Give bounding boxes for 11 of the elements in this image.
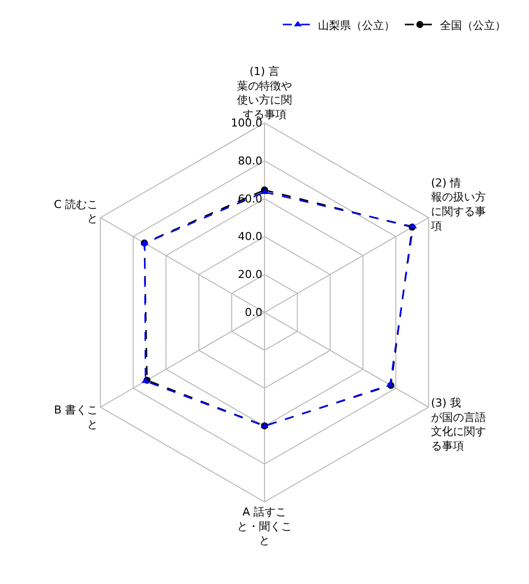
spoke-label: (2) 情報の扱い方に関する事項: [430, 176, 486, 232]
spoke-label: C 読むこと: [54, 198, 98, 226]
spoke-label: (3) 我が国の言語文化に関する事項: [430, 396, 486, 453]
y-tick-label: 0.0: [244, 306, 262, 319]
legend-label: 山梨県（公立）: [318, 18, 395, 32]
y-tick-label: 20.0: [238, 268, 262, 282]
spoke-label: A 話すこと・聞くこと: [237, 506, 292, 548]
y-tick-label: 40.0: [238, 230, 262, 244]
y-tick-label: 80.0: [238, 154, 262, 168]
spoke-label: B 書くこと: [54, 404, 98, 432]
legend-label: 全国（公立）: [440, 18, 506, 32]
